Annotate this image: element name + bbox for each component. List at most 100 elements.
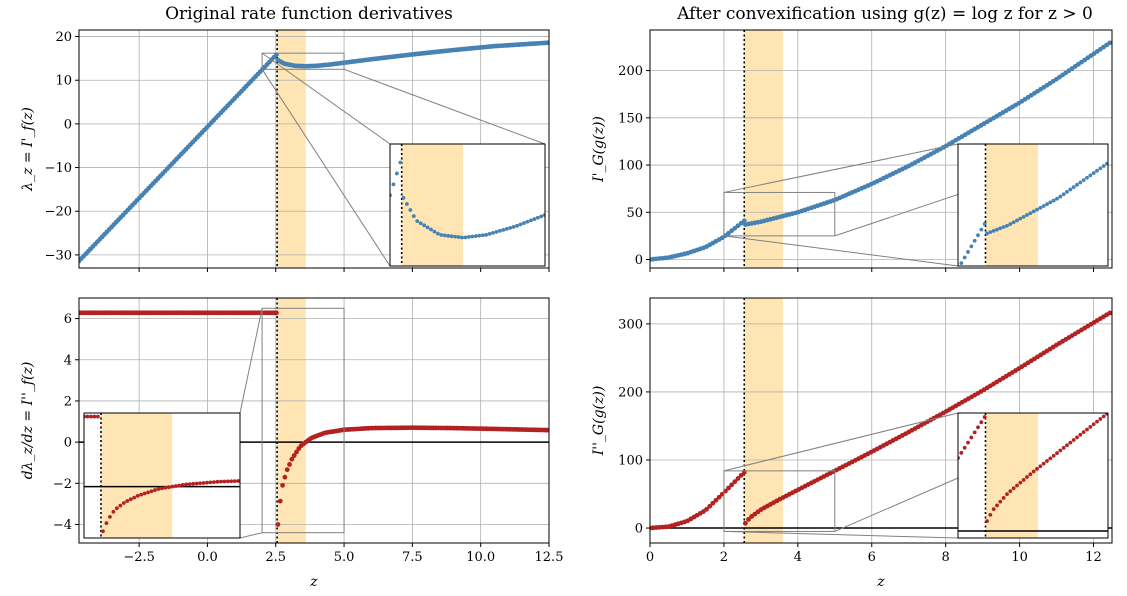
x-tick-label: 10.0 [466,550,495,565]
x-tick-label: 2.5 [265,550,286,565]
x-tick-label: 8 [942,550,950,565]
data-point [1055,451,1059,456]
y-axis-label: λ_z = I'_f(z) [20,107,36,192]
data-point [976,425,980,430]
data-point [1058,194,1063,199]
data-point [415,219,420,224]
data-point [222,479,227,484]
data-point [1005,492,1009,497]
data-point [194,481,199,486]
data-point [139,492,144,497]
data-point [142,491,147,496]
y-tick-label: −10 [45,161,72,176]
data-point [1038,205,1043,210]
data-point [1045,459,1049,463]
data-point [494,229,499,234]
data-point [976,233,980,238]
data-point [432,229,437,234]
data-point [716,494,722,500]
data-point [132,495,137,500]
axes-frame [78,297,550,544]
data-point [177,483,182,488]
right-column-title: After convexification using g(z) = log z… [676,4,1093,24]
inset-frame [389,143,546,267]
data-point [484,232,489,237]
shaded-band [100,413,173,538]
data-point [1098,417,1103,421]
y-axis-label: I'_G(g(z)) [591,116,607,183]
data-point [184,482,189,487]
data-point [275,522,281,527]
data-point [746,517,751,522]
y-tick-label: 50 [626,206,643,221]
data-point [1085,427,1089,432]
data-point [1091,422,1096,427]
data-point [411,214,416,219]
data-point [1061,192,1066,197]
inset-plot-area [84,413,240,538]
data-point [218,479,223,484]
data-point [456,235,461,239]
data-point [1081,430,1086,435]
zoom-connector [723,235,959,267]
data-point [1091,171,1096,175]
data-point [738,472,744,478]
data-point [959,261,964,266]
panel-bottom-left: −2.5 0.0 2.5 5.0 7.5 10.0 12.5 −4 −2 0 2 4 6 z dλ_z/dz… [20,297,563,590]
data-point [1088,173,1093,178]
y-tick-label: 6 [64,312,72,327]
data-point [163,485,168,490]
y-tick-label: 300 [618,317,643,332]
data-point [1061,445,1066,450]
data-point [1078,180,1083,185]
data-point [995,503,999,508]
y-tick-label: 20 [55,30,72,45]
data-point [1071,438,1076,442]
y-tick-label: 200 [618,64,643,79]
data-point [463,235,468,240]
data-point [1068,187,1073,192]
data-point [988,230,993,235]
data-point [198,481,202,486]
inset-bottom-left [83,412,241,539]
data-point [470,234,475,239]
y-tick-label: 2 [64,394,72,409]
data-point [187,482,192,487]
data-point [408,208,413,212]
data-point [212,480,216,485]
data-point [732,479,738,485]
y-axis-label: I''_G(g(z)) [591,386,607,457]
x-tick-label: 6 [868,550,876,565]
data-point [429,227,433,232]
data-point [466,235,471,239]
inset-frame [957,412,1109,539]
left-column-title: Original rate function derivatives [165,4,453,24]
data-point [1028,472,1033,477]
zoom-box [723,470,836,532]
data-point [1008,489,1013,493]
data-point [1015,483,1019,488]
data-point [294,449,299,455]
data-point [1045,202,1049,207]
data-point [998,226,1003,231]
axes-frame [78,29,550,269]
data-point [277,498,283,504]
data-point [544,40,549,46]
data-point [1075,182,1079,187]
data-point [1015,218,1019,223]
data-point [497,228,502,233]
data-point [995,227,999,232]
data-point [1031,469,1036,474]
data-point [166,485,171,490]
data-point [991,507,996,512]
data-point [85,414,90,419]
data-point [491,230,495,235]
y-tick-label: 4 [64,353,72,368]
data-point [515,223,520,228]
data-point [1071,185,1076,190]
data-point [274,310,279,316]
x-axis-label: z [876,574,885,590]
data-point [729,482,735,488]
panel-bottom-right: 0 2 4 6 8 10 12 0 100 200 300 z I''_G(g(z)) [591,297,1113,590]
y-tick-label: 100 [618,453,643,468]
